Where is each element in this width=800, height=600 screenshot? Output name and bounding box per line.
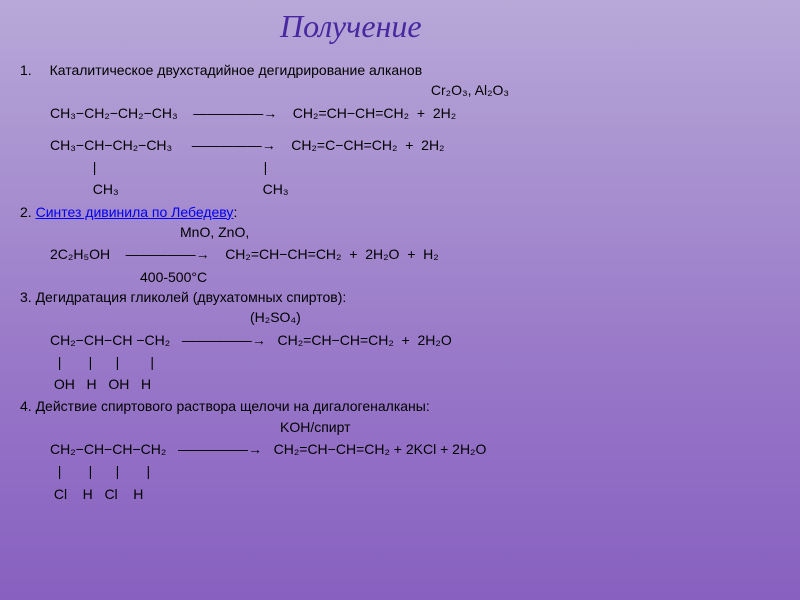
equation2-line3: CH₃ CH₃ xyxy=(50,179,780,199)
equation3: 2C₂H₅OH ―――――→ CH₂=CH−CH=CH₂ + 2H₂O + H₂ xyxy=(50,244,780,264)
item2-colon: : xyxy=(233,204,237,220)
catalyst4: KOH/спирт xyxy=(280,417,780,437)
lebedev-link[interactable]: Синтез дивинила по Лебедеву xyxy=(36,204,234,220)
equation1: CH₃−CH₂−CH₂−CH₃ ―――――→ CH₂=CH−CH=CH₂ + 2… xyxy=(50,103,780,123)
equation2-line2: | | xyxy=(50,157,780,177)
item1-header: 1. Каталитическое двухстадийное дегидрир… xyxy=(20,60,780,80)
equation5-line1: CH₂−CH−CH−CH₂ ―――――→ CH₂=CH−CH=CH₂ + 2KC… xyxy=(50,439,780,459)
equation5-line3: Cl H Cl H xyxy=(50,484,780,504)
catalyst2a: MnO, ZnO, xyxy=(180,222,780,242)
content-block: 1. Каталитическое двухстадийное дегидрир… xyxy=(20,60,780,506)
catalyst2b: 400-500°C xyxy=(140,267,780,287)
equation4-line1: CH₂−CH−CH −CH₂ ―――――→ CH₂=CH−CH=CH₂ + 2H… xyxy=(50,330,780,350)
equation4-line3: OH H OH H xyxy=(50,374,780,394)
item4-header: 4. Действие спиртового раствора щелочи н… xyxy=(20,396,780,416)
item2-number: 2. xyxy=(20,204,32,220)
equation4-line2: | | | | xyxy=(50,352,780,372)
catalyst3: (H₂SO₄) xyxy=(250,307,780,327)
catalyst1: Cr₂O₃, Al₂O₃ xyxy=(160,80,780,100)
equation2-line1: CH₃−CH−CH₂−CH₃ ―――――→ CH₂=C−CH=CH₂ + 2H₂ xyxy=(50,135,780,155)
equation5-line2: | | | | xyxy=(50,461,780,481)
item1-number: 1. xyxy=(20,62,32,78)
item1-text: Каталитическое двухстадийное дегидрирова… xyxy=(50,62,423,78)
page-title: Получение xyxy=(280,8,422,45)
item2-header: 2. Синтез дивинила по Лебедеву: xyxy=(20,202,780,222)
item3-header: 3. Дегидратация гликолей (двухатомных сп… xyxy=(20,287,780,307)
